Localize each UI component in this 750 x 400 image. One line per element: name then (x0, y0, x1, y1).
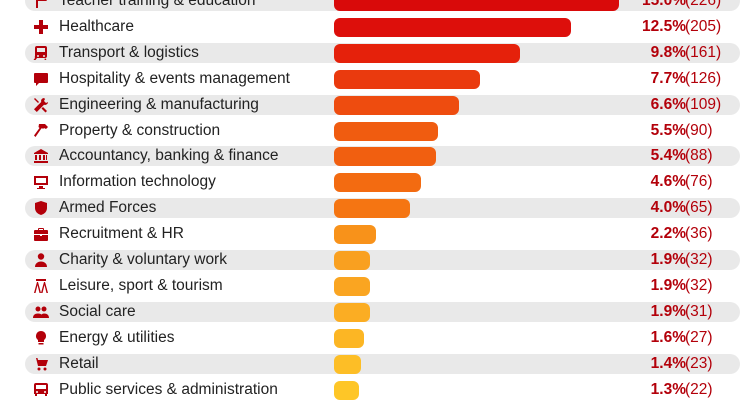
value-label: 1.9% (650, 302, 686, 320)
medical-cross-icon (33, 19, 49, 35)
count-label: (27) (685, 328, 713, 346)
bar (334, 199, 410, 219)
bus-icon (33, 382, 49, 398)
value-label: 1.6% (650, 328, 686, 346)
chart-row: Transport & logistics 9.8% (161) (25, 42, 740, 63)
count-label: (32) (685, 251, 713, 268)
monitor-icon (33, 174, 49, 190)
value-label: 5.4% (650, 147, 686, 165)
bar (334, 225, 376, 245)
bar (334, 95, 460, 115)
category-label: Transport & logistics (59, 43, 199, 61)
category-label: Armed Forces (59, 199, 157, 217)
chart-row: Retail 1.4% (23) (25, 353, 740, 374)
chart-row: Accountancy, banking & finance 5.4% (88) (25, 146, 740, 167)
count-label: (205) (685, 17, 722, 35)
bar (334, 69, 481, 89)
bar (334, 147, 437, 167)
people-icon (33, 304, 49, 320)
value-label: 9.8% (650, 43, 686, 61)
chart-row: Engineering & manufacturing 6.6% (109) (25, 94, 740, 115)
chart-row: Leisure, sport & tourism 1.9% (32) (25, 276, 740, 296)
value-label: 1.4% (650, 354, 686, 372)
category-label: Accountancy, banking & finance (59, 147, 279, 165)
count-label: (32) (685, 276, 713, 294)
chart-row: Hospitality & events management 7.7% (126) (25, 69, 740, 89)
chart-row: Teacher training & education 15.0% (226) (25, 0, 740, 11)
count-label: (88) (685, 147, 713, 165)
category-label: Teacher training & education (59, 0, 256, 9)
bar (334, 276, 371, 296)
count-label: (36) (685, 225, 713, 243)
bar (334, 328, 365, 348)
category-label: Public services & administration (59, 380, 278, 398)
bar (334, 121, 439, 141)
amusement-park-icon (33, 278, 49, 294)
category-label: Recruitment & HR (59, 225, 184, 243)
chart-row: Healthcare 12.5% (205) (25, 17, 740, 37)
category-label: Property & construction (59, 121, 221, 139)
chart-row: Social care 1.9% (31) (25, 301, 740, 322)
count-label: (22) (685, 380, 713, 398)
flag-icon (33, 0, 49, 9)
count-label: (76) (685, 173, 713, 191)
count-label: (126) (685, 69, 722, 87)
value-label: 12.5% (642, 17, 686, 35)
chart-row: Armed Forces 4.0% (65) (25, 198, 740, 219)
bar (334, 17, 572, 37)
count-label: (161) (685, 43, 722, 61)
count-label: (23) (685, 354, 713, 372)
category-label: Healthcare (59, 17, 134, 35)
chart-row: Energy & utilities 1.6% (27) (25, 328, 740, 348)
count-label: (65) (685, 199, 713, 217)
bar (334, 43, 520, 63)
bar (334, 0, 619, 11)
category-label: Social care (59, 302, 136, 320)
chat-bubble-icon (33, 71, 49, 87)
bank-icon (33, 148, 49, 164)
shield-icon (33, 200, 49, 216)
briefcase-icon (33, 226, 49, 242)
train-icon (33, 45, 49, 61)
person-icon (33, 252, 49, 268)
value-label: 4.0% (650, 199, 686, 217)
category-label: Energy & utilities (59, 328, 175, 346)
category-label: Hospitality & events management (59, 69, 290, 87)
category-label: Leisure, sport & tourism (59, 276, 223, 294)
tools-icon (33, 97, 49, 113)
category-label: Engineering & manufacturing (59, 95, 259, 113)
value-label: 1.3% (650, 380, 686, 398)
value-label: 7.7% (650, 69, 686, 87)
value-label: 2.2% (650, 225, 686, 243)
bar (334, 354, 361, 374)
count-label: (90) (685, 121, 713, 139)
chart-row: Property & construction 5.5% (90) (25, 121, 740, 141)
shopping-cart-icon (33, 356, 49, 372)
value-label: 15.0% (642, 0, 686, 9)
bar (334, 302, 371, 322)
chart-row: Public services & administration 1.3% (22) (25, 380, 740, 400)
value-label: 1.9% (650, 251, 686, 268)
chart-row: Recruitment & HR 2.2% (36) (25, 224, 740, 245)
lightbulb-icon (33, 330, 49, 346)
category-label: Information technology (59, 173, 216, 191)
category-label: Retail (59, 354, 99, 372)
chart-row: Information technology 4.6% (76) (25, 172, 740, 193)
hammer-icon (33, 123, 49, 139)
bar (334, 173, 422, 193)
value-label: 1.9% (650, 276, 686, 294)
count-label: (31) (685, 302, 713, 320)
bar (334, 380, 359, 400)
count-label: (226) (685, 0, 722, 9)
value-label: 5.5% (650, 121, 686, 139)
chart-row: Charity & voluntary work 1.9% (32) (25, 250, 740, 270)
value-label: 6.6% (650, 95, 686, 113)
bar (334, 251, 371, 270)
category-label: Charity & voluntary work (59, 251, 227, 268)
value-label: 4.6% (650, 173, 686, 191)
count-label: (109) (685, 95, 722, 113)
